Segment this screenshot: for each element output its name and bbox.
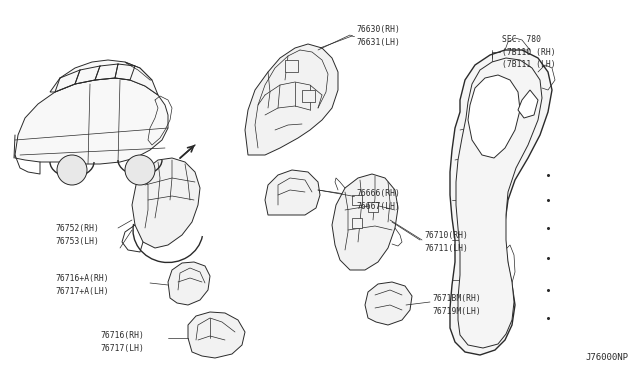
Circle shape xyxy=(125,155,155,185)
Polygon shape xyxy=(450,50,552,355)
Text: J76000NP: J76000NP xyxy=(585,353,628,362)
Circle shape xyxy=(57,155,87,185)
Text: 76710(RH)
76711(LH): 76710(RH) 76711(LH) xyxy=(424,231,468,253)
Text: 76630(RH)
76631(LH): 76630(RH) 76631(LH) xyxy=(356,25,400,47)
Polygon shape xyxy=(245,44,338,155)
Polygon shape xyxy=(468,75,520,158)
Text: SEC. 780
(7B110 (RH)
(7B111 (LH): SEC. 780 (7B110 (RH) (7B111 (LH) xyxy=(502,35,556,69)
Polygon shape xyxy=(352,218,362,228)
Polygon shape xyxy=(50,60,158,95)
Text: 76752(RH)
76753(LH): 76752(RH) 76753(LH) xyxy=(55,224,99,246)
Polygon shape xyxy=(168,262,210,305)
Text: 7671BM(RH)
76719M(LH): 7671BM(RH) 76719M(LH) xyxy=(432,294,481,316)
Polygon shape xyxy=(352,195,362,205)
Polygon shape xyxy=(302,90,315,102)
Polygon shape xyxy=(15,78,168,164)
Polygon shape xyxy=(285,60,298,72)
Polygon shape xyxy=(368,202,378,212)
Polygon shape xyxy=(365,282,412,325)
Polygon shape xyxy=(265,170,320,215)
Polygon shape xyxy=(132,158,200,248)
Text: 76716+A(RH)
76717+A(LH): 76716+A(RH) 76717+A(LH) xyxy=(55,274,109,296)
Text: 76716(RH)
76717(LH): 76716(RH) 76717(LH) xyxy=(100,331,144,353)
Polygon shape xyxy=(332,174,398,270)
Polygon shape xyxy=(518,90,538,118)
Text: 76666(RH)
76667(LH): 76666(RH) 76667(LH) xyxy=(356,189,400,211)
Polygon shape xyxy=(188,312,245,358)
Polygon shape xyxy=(456,58,542,348)
